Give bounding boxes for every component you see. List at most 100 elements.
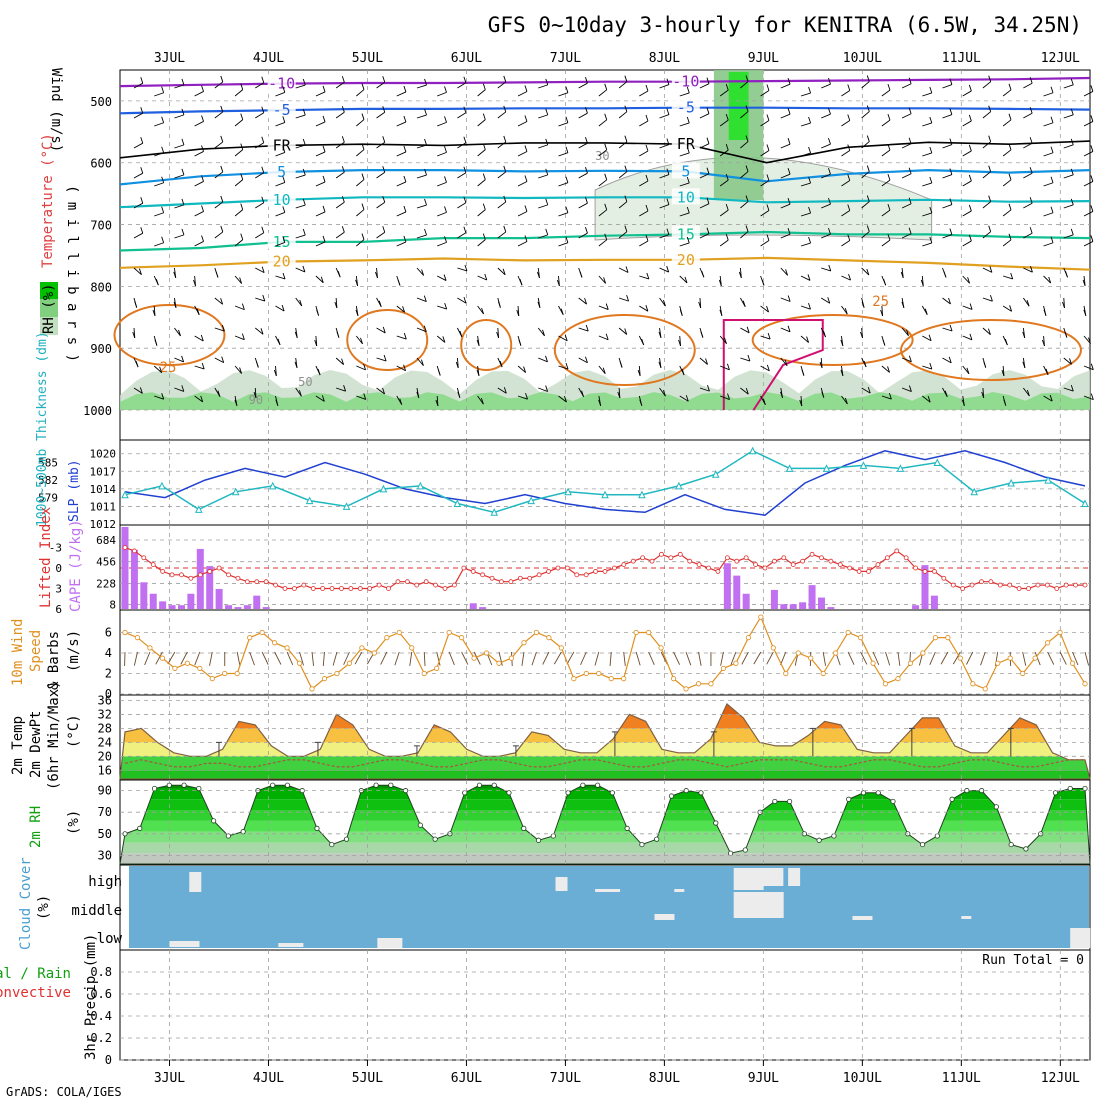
cloud-level-middle: middle (71, 903, 122, 919)
wind-speed-point (808, 655, 814, 661)
wind-barb-flag (481, 307, 485, 315)
panel-slp-thickness: 1011 1014 1017 1020 1012 579 582 585 1000~500mb… (35, 331, 1091, 531)
wind-barb (982, 141, 991, 149)
wind-barb-flag (524, 85, 528, 92)
wind-barb-flag (706, 227, 710, 234)
wind-barb-flag (240, 203, 244, 210)
lifted-index-point (724, 555, 730, 561)
y-tick-label-rh: 90 (98, 784, 112, 798)
wind-barb-flag (867, 387, 871, 394)
wind-barb (396, 181, 407, 187)
cape-bar (149, 593, 157, 609)
wind-barb (315, 181, 326, 187)
cape-bar (469, 603, 477, 609)
wind-barb (335, 231, 345, 239)
wind-barb-flag (403, 205, 407, 213)
wind-barb (356, 149, 365, 157)
y-tick-label-precip: 0.2 (90, 1031, 112, 1045)
wind-barb-flag (524, 235, 528, 242)
wind-barb-flag (968, 234, 972, 242)
wind-barb-flag (1070, 198, 1074, 206)
wind-barb (154, 242, 164, 247)
wind-barb (497, 81, 507, 89)
wind-barb-flag (341, 358, 345, 365)
wind-barb (639, 120, 649, 127)
wind-barb (659, 174, 670, 179)
y-tick-label-rh: 70 (98, 805, 112, 819)
wind-barb (214, 357, 224, 364)
rh-band (120, 810, 1090, 821)
wind-barb-flag (624, 105, 628, 112)
wind-barb-flag (840, 339, 844, 347)
wind-barb (477, 395, 484, 405)
wind-speed-point (608, 676, 614, 682)
wind-barb (922, 242, 932, 247)
wind-barb (719, 209, 729, 217)
wind-barb-flag (282, 272, 286, 280)
wind-barb (174, 357, 184, 363)
x-tick-label-bottom: 12JUL (1041, 1071, 1080, 1086)
wind-barb-flag (906, 329, 909, 336)
wind-barb (376, 327, 386, 334)
lifted-index-point (235, 575, 241, 581)
wind-barb (497, 201, 507, 209)
wind-speed-point (895, 676, 901, 682)
cape-bar (789, 604, 797, 609)
lifted-index-point (169, 572, 175, 578)
wind-barb (416, 84, 427, 89)
thickness-marker (711, 470, 720, 478)
wind-barb-flag (565, 176, 569, 183)
wind-barb-flag (808, 116, 812, 124)
wind-barb-flag (706, 77, 710, 84)
lifted-index-point (687, 558, 693, 564)
wind-barb-flag (565, 146, 569, 153)
wind-barb (598, 119, 608, 127)
wind-barb-flag (988, 135, 992, 142)
x-tick-label-top: 4JUL (253, 51, 284, 66)
wind-speed-point (1032, 655, 1038, 661)
y-tick-label-slp: 1011 (90, 500, 117, 513)
wind-barb (598, 89, 608, 97)
wind-barb (780, 203, 791, 209)
wind-barb-10m (409, 651, 413, 666)
wind-barb-flag (545, 138, 549, 146)
wind-barb (154, 212, 164, 217)
cape-bar (196, 548, 204, 609)
wind-barb (881, 149, 891, 157)
wind-barb (639, 275, 650, 280)
panel-cape-li: 8 228 456 684 -3 0 3 6 Lifted Index CAPE (J/kg) (38, 507, 1091, 616)
wind-barb-flag (161, 176, 165, 183)
wind-speed-point (459, 635, 465, 641)
lifted-index-point (376, 582, 382, 588)
wind-barb-flag (1083, 309, 1087, 316)
wind-barb-flag (666, 78, 670, 85)
wind-barb-flag (1008, 83, 1012, 90)
y-tick-label-li: 6 (55, 603, 62, 616)
ylabel-cloud-units: (%) (36, 895, 52, 920)
wind-barb (558, 122, 569, 127)
wind-barb-flag (503, 225, 507, 233)
wind-barb (800, 92, 811, 97)
wind-barb-flag (1090, 205, 1094, 212)
wind-barb (821, 83, 831, 89)
wind-barb-10m (741, 651, 749, 665)
lifted-index-point (659, 551, 664, 557)
wind-barb-flag (220, 135, 224, 143)
wind-barb (1083, 121, 1094, 127)
wind-content: 0 2 4 6 (105, 610, 1090, 701)
y-tick-label-cape: 684 (96, 534, 116, 547)
cloud-level-high: high (88, 874, 122, 890)
wind-barb (1002, 179, 1012, 187)
wind-barb (841, 305, 848, 315)
wind-barb-10m (730, 651, 737, 666)
wind-barb-flag (463, 226, 467, 233)
wind-barb (578, 82, 588, 89)
wind-barb-flag (382, 76, 386, 83)
wind-barb (1023, 202, 1033, 209)
isotherm-label: -5 (273, 101, 291, 119)
wind-barb-flag (239, 367, 243, 374)
wind-barb (255, 202, 265, 209)
wind-speed-point (1082, 681, 1088, 687)
ylabel-wind-barbs: & Barbs (46, 631, 62, 690)
wind-speed-point (234, 670, 240, 677)
